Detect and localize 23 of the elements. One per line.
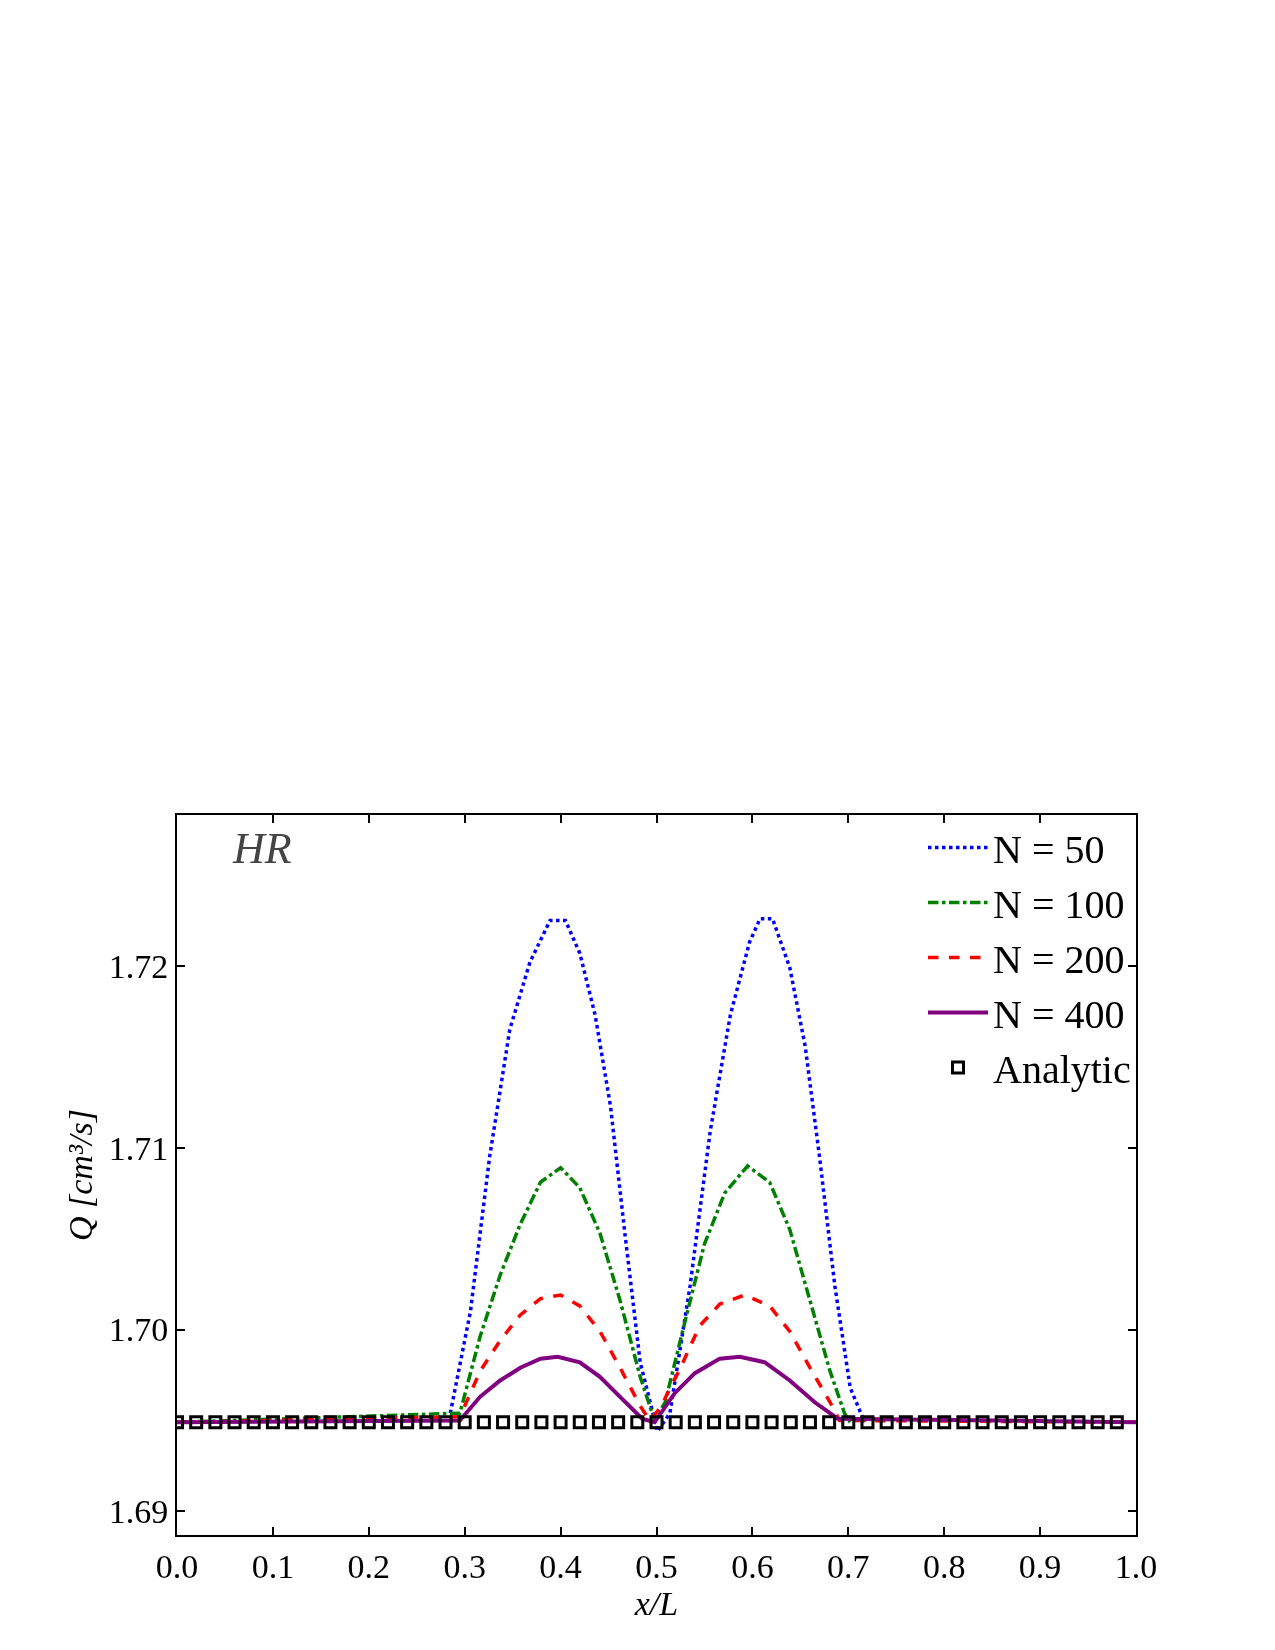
legend-label: N = 400	[993, 992, 1125, 1038]
x-tick-label: 0.8	[922, 1547, 966, 1585]
y-tick-label: 1.71	[108, 1129, 169, 1167]
x-tick-label: 0.9	[1018, 1547, 1062, 1585]
x-tick-label: 0.2	[347, 1547, 391, 1585]
y-axis-title: Q [cm³/s]	[61, 1108, 99, 1242]
legend-label: N = 100	[993, 882, 1125, 928]
y-tick-label: 1.69	[108, 1493, 169, 1531]
legend-label: Analytic	[993, 1047, 1131, 1093]
annotation: HR	[232, 824, 292, 873]
x-tick-label: 1.0	[1114, 1547, 1158, 1585]
x-tick-label: 0.0	[155, 1547, 199, 1585]
legend-label: N = 50	[993, 827, 1105, 873]
x-tick-label: 0.1	[251, 1547, 295, 1585]
x-tick-label: 0.5	[635, 1547, 678, 1585]
y-tick-label: 1.72	[108, 947, 169, 985]
x-tick-label: 0.3	[443, 1547, 486, 1585]
x-axis-title: x/L	[633, 1584, 679, 1622]
legend-label: N = 200	[993, 937, 1125, 983]
x-tick-label: 0.6	[731, 1547, 774, 1585]
x-tick-label: 0.7	[827, 1547, 870, 1585]
y-tick-label: 1.70	[108, 1311, 169, 1349]
x-tick-label: 0.4	[539, 1547, 582, 1585]
